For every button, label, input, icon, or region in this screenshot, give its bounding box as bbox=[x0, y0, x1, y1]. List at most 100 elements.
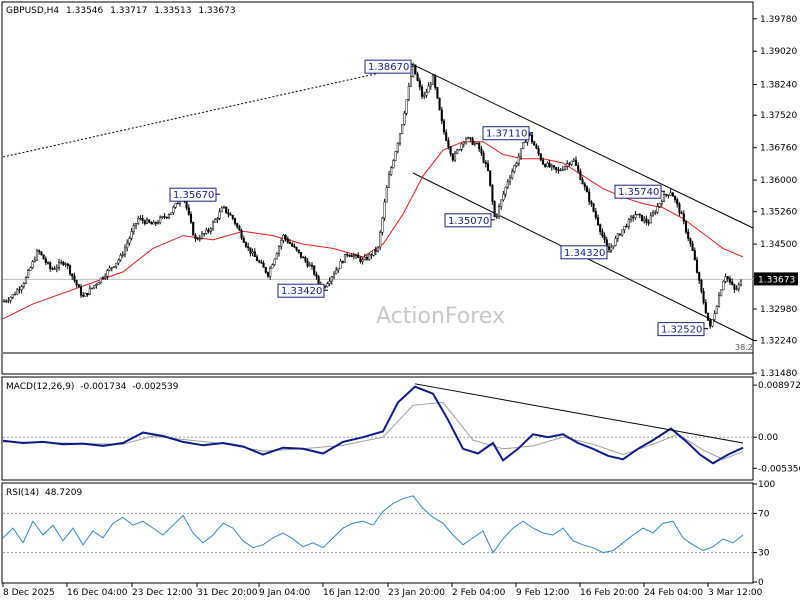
moving-average-line bbox=[2, 141, 744, 320]
candle-body bbox=[456, 149, 459, 154]
candle-body bbox=[108, 267, 111, 271]
annotation-box bbox=[444, 213, 492, 228]
candle-body bbox=[486, 163, 490, 171]
candle-body bbox=[7, 300, 10, 302]
symbol-title: GBPUSD,H4 bbox=[6, 6, 59, 16]
candle-body bbox=[187, 207, 190, 215]
candle-body bbox=[11, 294, 14, 298]
candle-body bbox=[645, 218, 648, 223]
candle-body bbox=[566, 163, 569, 167]
candle-body bbox=[119, 255, 122, 261]
annotation-box bbox=[169, 187, 217, 202]
candle-body bbox=[656, 206, 659, 213]
candle-body bbox=[614, 238, 617, 246]
candle-body bbox=[126, 242, 129, 249]
candle-body bbox=[167, 214, 171, 218]
candle-body bbox=[220, 207, 223, 213]
candle-body bbox=[379, 232, 382, 248]
candle-body bbox=[363, 257, 366, 260]
candle-body bbox=[75, 280, 78, 285]
candle-body bbox=[86, 292, 89, 295]
candle-body bbox=[636, 213, 639, 216]
candle-body bbox=[2, 300, 6, 303]
annotation-box bbox=[364, 59, 412, 74]
candle-body bbox=[436, 87, 439, 99]
candle-body bbox=[372, 249, 375, 256]
candle-body bbox=[471, 138, 474, 145]
candle-body bbox=[451, 153, 454, 161]
channel-upper-line bbox=[409, 62, 754, 229]
candle-body bbox=[546, 162, 549, 167]
candle-body bbox=[704, 302, 707, 314]
candle-body bbox=[667, 194, 670, 197]
candle-body bbox=[95, 284, 98, 286]
candle-body bbox=[497, 206, 501, 217]
candle-body bbox=[357, 254, 360, 258]
x-tick-label: 3 Mar 12:00 bbox=[708, 588, 763, 598]
candle-body bbox=[31, 261, 34, 268]
candle-body bbox=[33, 259, 36, 262]
candle-body bbox=[90, 287, 94, 289]
candle-body bbox=[163, 216, 166, 218]
candle-body bbox=[695, 259, 699, 273]
annotation-box bbox=[657, 322, 705, 337]
candle-body bbox=[110, 267, 113, 269]
candle-body bbox=[530, 134, 534, 143]
candle-body bbox=[218, 211, 221, 219]
candle-body bbox=[618, 233, 622, 236]
candle-body bbox=[651, 212, 655, 217]
candle-body bbox=[599, 224, 602, 232]
candle-body bbox=[148, 219, 151, 223]
annotation-label: 1.35740 bbox=[618, 187, 659, 198]
annotation-label: 1.37110 bbox=[486, 129, 527, 140]
candle-body bbox=[238, 226, 241, 231]
candle-body bbox=[460, 143, 463, 150]
candle-body bbox=[194, 234, 197, 239]
x-tick-label: 16 Jan 12:00 bbox=[323, 588, 380, 598]
candle-body bbox=[495, 215, 498, 218]
candle-body bbox=[539, 153, 542, 161]
candle-body bbox=[53, 268, 56, 270]
candle-body bbox=[376, 246, 380, 252]
candle-body bbox=[447, 140, 450, 148]
candle-body bbox=[493, 201, 496, 217]
candle-body bbox=[361, 259, 364, 262]
candle-body bbox=[306, 260, 309, 267]
candle-body bbox=[570, 160, 573, 165]
candle-body bbox=[49, 262, 52, 269]
x-tick-label: 2 Feb 04:00 bbox=[452, 588, 506, 598]
candle-body bbox=[262, 262, 265, 268]
candle-body bbox=[669, 192, 672, 196]
candle-body bbox=[555, 166, 558, 170]
candle-body bbox=[249, 247, 252, 254]
candle-body bbox=[68, 265, 72, 275]
candle-body bbox=[698, 272, 701, 281]
candle-body bbox=[73, 275, 76, 281]
candle-body bbox=[209, 228, 212, 232]
candle-body bbox=[40, 251, 43, 256]
candle-body bbox=[55, 267, 58, 270]
candle-body bbox=[46, 262, 50, 264]
candle-body bbox=[414, 64, 417, 75]
candle-body bbox=[489, 170, 492, 186]
candle-body bbox=[671, 192, 674, 197]
x-tick-label: 31 Dec 20:00 bbox=[197, 588, 258, 598]
candle-body bbox=[152, 221, 155, 225]
candle-body bbox=[431, 74, 435, 85]
candle-body bbox=[165, 216, 168, 219]
candle-body bbox=[18, 289, 21, 291]
candle-body bbox=[568, 163, 571, 165]
annotation-box bbox=[482, 126, 530, 141]
candle-body bbox=[423, 94, 426, 97]
candle-body bbox=[176, 202, 179, 205]
candle-body bbox=[733, 284, 736, 290]
macd-header: MACD(12,26,9) -0.001734 -0.002539 bbox=[6, 382, 179, 392]
candle-body bbox=[5, 300, 8, 303]
candle-body bbox=[559, 169, 562, 172]
candle-body bbox=[38, 250, 41, 253]
candle-body bbox=[284, 234, 287, 239]
candle-body bbox=[192, 222, 195, 236]
candle-body bbox=[337, 267, 340, 271]
candle-body bbox=[515, 163, 518, 167]
candle-body bbox=[500, 199, 503, 207]
